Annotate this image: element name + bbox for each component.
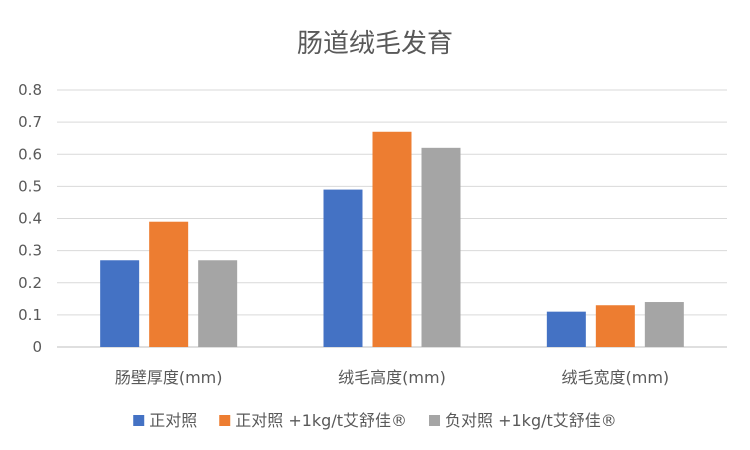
bar — [323, 189, 363, 347]
legend-label: 负对照 +1kg/t艾舒佳® — [445, 411, 617, 430]
y-tick-label: 0.8 — [18, 81, 42, 99]
bar — [644, 302, 684, 347]
bar — [198, 260, 238, 347]
legend-swatch — [133, 415, 145, 426]
legend: 正对照 正对照 +1kg/t艾舒佳® 负对照 +1kg/t艾舒佳® — [133, 411, 617, 430]
legend-swatch — [429, 415, 441, 426]
chart-title: 肠道绒毛发育 — [297, 29, 453, 59]
y-tick-label: 0.4 — [18, 210, 42, 228]
y-tick-label: 0 — [32, 338, 42, 356]
bar — [149, 221, 189, 347]
legend-label: 正对照 +1kg/t艾舒佳® — [235, 411, 407, 430]
bar — [421, 147, 461, 347]
y-tick-label: 0.6 — [18, 145, 42, 163]
bar — [595, 305, 635, 347]
y-tick-label: 0.3 — [18, 242, 42, 260]
y-axis-ticks: 0 0.1 0.2 0.3 0.4 0.5 0.6 0.7 0.8 — [18, 81, 42, 356]
bars — [100, 131, 684, 347]
y-tick-label: 0.5 — [18, 177, 42, 195]
y-tick-label: 0.2 — [18, 274, 42, 292]
x-category-label: 肠壁厚度(mm) — [115, 368, 223, 387]
y-tick-label: 0.1 — [18, 306, 42, 324]
bar — [100, 260, 140, 347]
bar — [546, 311, 586, 347]
x-category-label: 绒毛高度(mm) — [338, 368, 446, 387]
legend-swatch — [219, 415, 231, 426]
y-tick-label: 0.7 — [18, 113, 42, 131]
x-axis-categories: 肠壁厚度(mm) 绒毛高度(mm) 绒毛宽度(mm) — [115, 368, 669, 387]
bar — [372, 131, 412, 347]
x-category-label: 绒毛宽度(mm) — [561, 368, 669, 387]
legend-label: 正对照 — [149, 411, 197, 430]
